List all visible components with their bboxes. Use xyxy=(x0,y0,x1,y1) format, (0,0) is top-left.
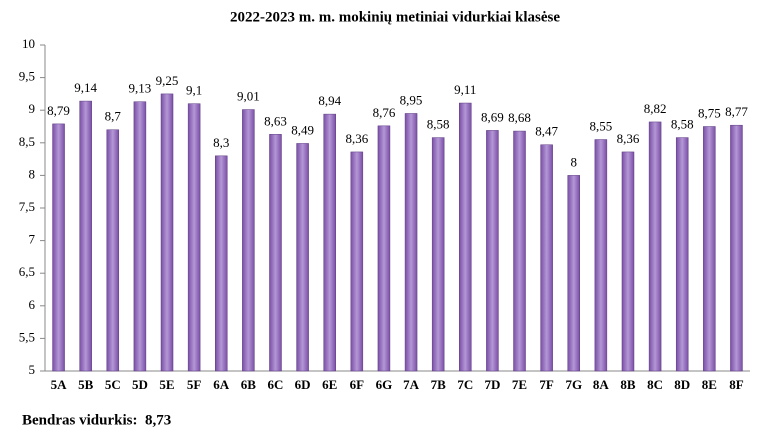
x-tick-label: 7C xyxy=(457,377,473,392)
value-label: 8,47 xyxy=(535,124,558,139)
value-label: 9,14 xyxy=(74,80,97,95)
x-tick-label: 6B xyxy=(241,377,257,392)
y-tick-label: 9 xyxy=(29,101,36,116)
bar xyxy=(594,139,608,372)
x-tick-label: 7D xyxy=(484,377,500,392)
bar xyxy=(215,155,228,372)
value-label: 8,69 xyxy=(481,109,504,124)
x-tick-label: 5A xyxy=(51,377,68,392)
x-tick-label: 8F xyxy=(729,377,744,392)
x-tick-label: 7A xyxy=(403,377,420,392)
x-tick-label: 8D xyxy=(674,377,690,392)
bar xyxy=(703,126,716,372)
value-label: 8,63 xyxy=(264,113,287,128)
bar xyxy=(540,144,553,372)
bar xyxy=(52,123,65,372)
x-tick-label: 5E xyxy=(159,377,174,392)
value-label: 9,13 xyxy=(129,81,152,96)
bar xyxy=(675,137,689,372)
value-label: 8,79 xyxy=(47,103,70,118)
x-tick-label: 8B xyxy=(620,377,636,392)
chart-title: 2022-2023 m. m. mokinių metiniai vidurki… xyxy=(230,9,560,25)
bar xyxy=(486,130,499,372)
bar xyxy=(730,124,743,372)
value-label: 8,77 xyxy=(725,104,748,119)
value-label: 8,76 xyxy=(373,105,396,120)
bar xyxy=(621,151,635,372)
bar xyxy=(79,100,92,372)
value-label: 9,1 xyxy=(186,83,202,98)
value-label: 8 xyxy=(571,154,578,169)
value-label: 8,68 xyxy=(508,110,531,125)
value-label: 8,36 xyxy=(617,131,640,146)
value-label: 8,94 xyxy=(318,93,341,108)
x-tick-label: 7G xyxy=(565,377,582,392)
x-tick-label: 6E xyxy=(322,377,337,392)
x-tick-label: 6G xyxy=(376,377,393,392)
y-tick-label: 7,5 xyxy=(19,199,35,214)
y-tick-label: 8 xyxy=(29,166,36,181)
y-tick-label: 9,5 xyxy=(19,69,35,84)
x-tick-label: 7F xyxy=(539,377,554,392)
value-label: 9,01 xyxy=(237,89,260,104)
y-tick-label: 5,5 xyxy=(19,329,35,344)
bar xyxy=(513,130,526,372)
y-tick-label: 6,5 xyxy=(19,264,35,279)
y-tick-label: 6 xyxy=(29,297,36,312)
bar xyxy=(459,102,472,372)
y-tick-label: 10 xyxy=(22,36,35,51)
value-label: 8,55 xyxy=(589,119,612,134)
value-label: 8,95 xyxy=(400,92,423,107)
x-tick-label: 8A xyxy=(593,377,610,392)
bar xyxy=(350,151,364,372)
bar xyxy=(567,175,580,372)
x-tick-label: 6A xyxy=(213,377,230,392)
x-tick-label: 5D xyxy=(132,377,148,392)
bar xyxy=(648,121,662,372)
x-tick-label: 5B xyxy=(78,377,94,392)
bar xyxy=(242,109,255,372)
value-label: 8,82 xyxy=(644,101,667,116)
bar xyxy=(431,137,445,372)
value-label: 8,58 xyxy=(671,117,694,132)
y-tick-label: 8,5 xyxy=(19,134,35,149)
x-tick-label: 8E xyxy=(702,377,717,392)
annotation: Bendras vidurkis: 8,73 xyxy=(22,412,171,428)
value-label: 8,75 xyxy=(698,105,721,120)
bar xyxy=(296,143,309,372)
value-label: 8,36 xyxy=(345,131,368,146)
x-tick-label: 7E xyxy=(512,377,527,392)
bar xyxy=(377,125,391,372)
y-tick-label: 5 xyxy=(29,362,36,377)
value-label: 8,7 xyxy=(105,109,122,124)
x-tick-label: 5C xyxy=(105,377,121,392)
x-tick-label: 7B xyxy=(431,377,447,392)
x-tick-label: 6D xyxy=(295,377,311,392)
bar xyxy=(323,113,336,372)
value-label: 9,11 xyxy=(454,82,476,97)
value-label: 8,58 xyxy=(427,117,450,132)
y-tick-label: 7 xyxy=(29,232,36,247)
bar xyxy=(160,93,174,372)
value-label: 8,49 xyxy=(291,122,314,137)
x-tick-label: 8C xyxy=(647,377,663,392)
bar xyxy=(404,113,418,372)
bar xyxy=(187,103,201,372)
bar xyxy=(106,129,120,372)
x-tick-label: 5F xyxy=(187,377,202,392)
value-label: 9,25 xyxy=(156,73,179,88)
x-tick-label: 6F xyxy=(350,377,365,392)
value-label: 8,3 xyxy=(213,135,229,150)
bar xyxy=(133,101,147,372)
x-tick-label: 6C xyxy=(268,377,284,392)
bar xyxy=(269,134,282,372)
